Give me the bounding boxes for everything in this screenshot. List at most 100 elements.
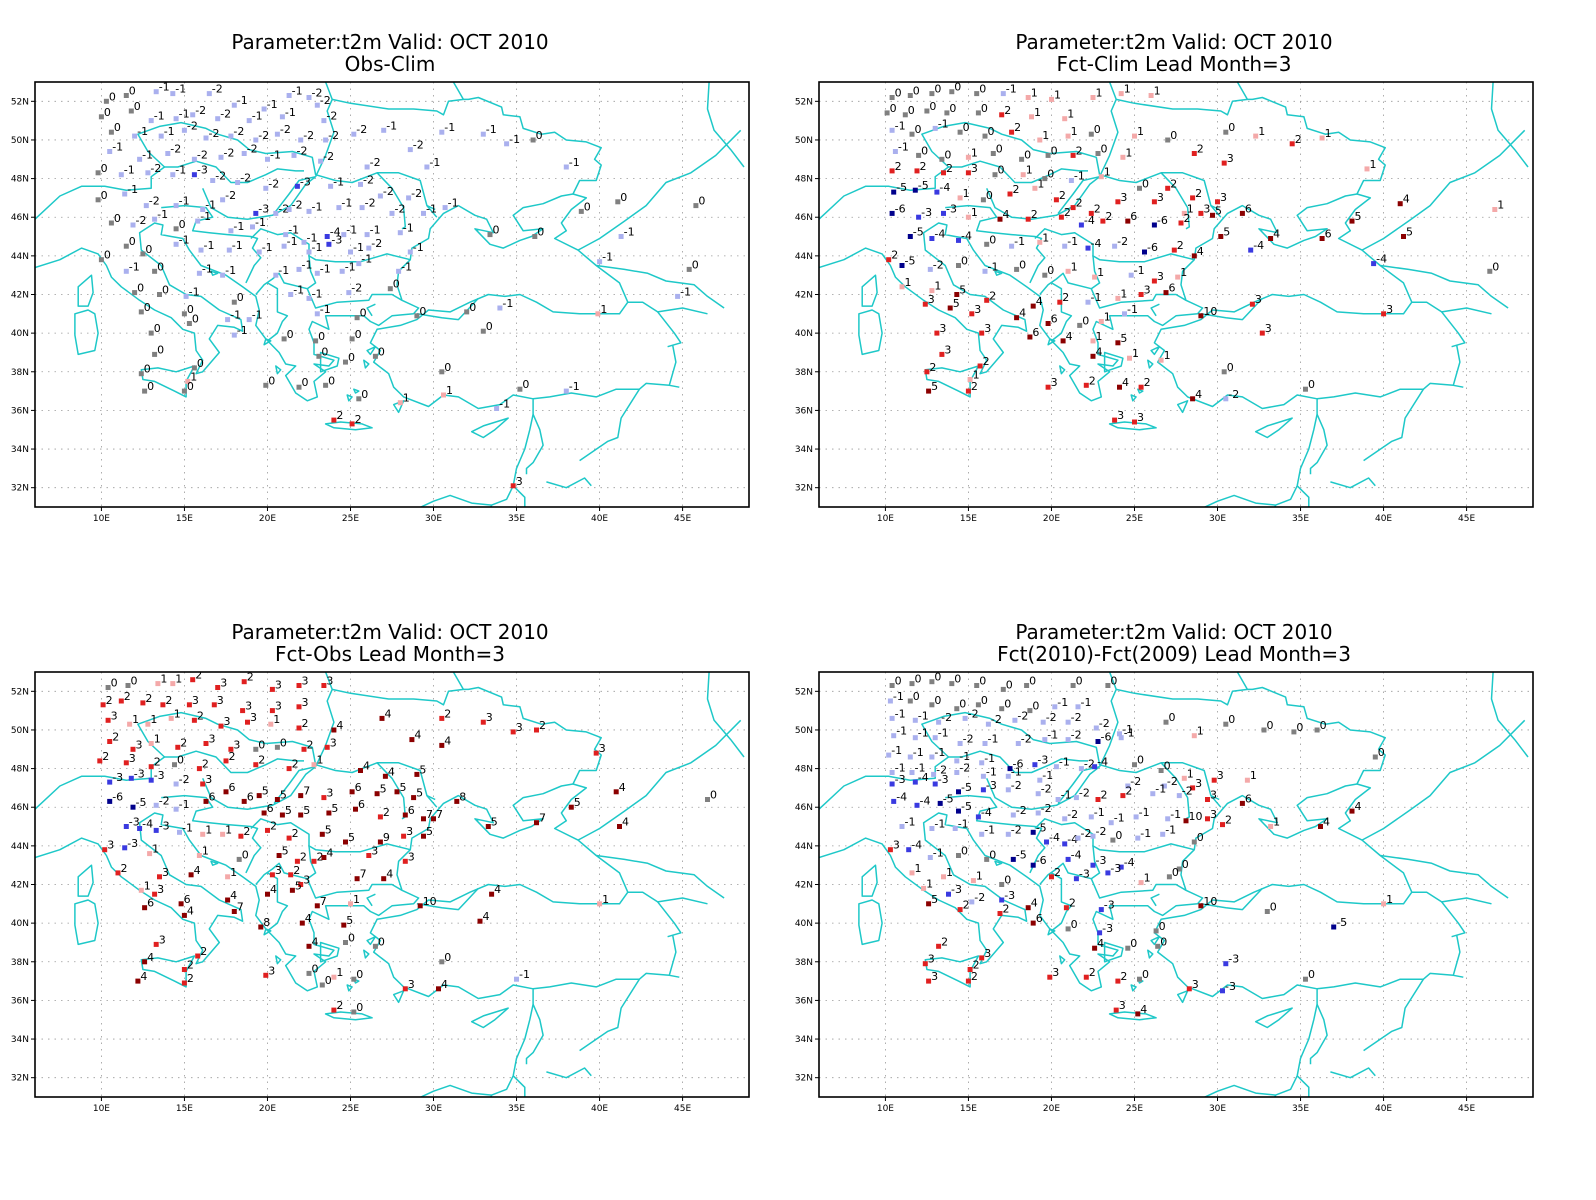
station-value: -2 [225, 189, 236, 202]
axis-labels: 10E 15E 20E 25E 30E 35E 40E 45E52N50N48N46N44N4… [11, 687, 692, 1114]
station-square [339, 268, 345, 274]
station-value: -1 [361, 253, 372, 266]
station-marker: 0 [1027, 700, 1039, 714]
station-value: -1 [137, 125, 148, 138]
station-value: -1 [569, 380, 580, 393]
station-marker: 10 [417, 895, 437, 909]
station-square [231, 332, 237, 338]
station-value: -4 [142, 818, 153, 831]
station-value: -1 [1139, 806, 1150, 819]
station-square [1057, 299, 1063, 305]
station-marker: -1 [153, 82, 170, 95]
station-value: -1 [1081, 696, 1092, 709]
station-value: -1 [230, 309, 241, 322]
station-value: 0 [584, 200, 591, 213]
station-marker: -3 [999, 889, 1015, 903]
station-value: -1 [509, 133, 520, 146]
station-square [286, 93, 292, 98]
station-square [215, 116, 221, 122]
coastline [376, 762, 407, 820]
station-square [181, 967, 187, 972]
station-square [140, 251, 146, 257]
station-value: -2 [320, 94, 331, 107]
station-marker: 2 [181, 959, 194, 972]
station-square [321, 683, 327, 688]
station-value: 3 [928, 953, 935, 966]
station-marker: -3 [1220, 980, 1236, 994]
station-value: 0 [944, 148, 951, 161]
station-square [514, 976, 519, 982]
station-marker: 4 [321, 847, 333, 860]
station-square [1244, 777, 1250, 783]
island-outline [1047, 338, 1056, 346]
station-value: 1 [1042, 231, 1049, 244]
station-square [480, 131, 486, 137]
station-square [1065, 926, 1071, 932]
station-square [1055, 797, 1061, 802]
station-square [190, 112, 196, 118]
station-square [568, 804, 574, 810]
station-square [190, 677, 196, 683]
station-marker: 0 [253, 738, 265, 752]
station-marker: 0 [132, 282, 144, 296]
station-marker: 2 [984, 289, 996, 303]
station-square [921, 885, 927, 891]
station-value: 1 [926, 877, 933, 890]
station-value: -2 [968, 707, 979, 720]
station-square [909, 870, 915, 876]
station-marker: -1 [891, 725, 907, 739]
station-marker: 1 [909, 862, 922, 876]
station-marker: -2 [235, 172, 251, 185]
station-square [181, 311, 187, 317]
station-marker: 3 [593, 742, 606, 756]
station-value: 1 [202, 845, 209, 858]
station-value: 1 [1096, 87, 1103, 100]
station-square [170, 91, 176, 97]
coastline [416, 887, 479, 911]
station-marker: 2 [301, 738, 314, 752]
station-value: -1 [302, 258, 313, 271]
station-square [1032, 185, 1038, 191]
station-square [1025, 95, 1031, 100]
station-square [980, 197, 986, 203]
station-square [1155, 943, 1161, 949]
station-value: 0 [961, 255, 968, 268]
station-marker: 2 [1165, 177, 1177, 191]
station-square [965, 154, 971, 160]
station-value: -1 [202, 262, 213, 275]
station-square [130, 746, 136, 752]
station-square [889, 127, 895, 133]
station-value: -3 [1004, 889, 1015, 902]
station-value: 2 [106, 694, 113, 707]
coastline [452, 672, 602, 785]
station-marker: -1 [220, 264, 236, 278]
station-marker: -2 [190, 104, 206, 118]
station-value: -4 [934, 228, 945, 241]
station-marker: 2 [997, 903, 1010, 916]
station-marker: 2 [1115, 970, 1127, 984]
station-value: -2 [195, 104, 206, 117]
station-value: -1 [124, 164, 135, 177]
station-marker: -1 [314, 262, 331, 276]
station-value: 0 [192, 313, 199, 326]
station-marker: -1 [1042, 729, 1058, 743]
station-marker: 0 [1070, 675, 1083, 688]
station-value: 1 [1034, 106, 1041, 119]
station-marker: -1 [980, 765, 997, 779]
station-square [170, 172, 176, 178]
island-outline [470, 1007, 509, 1029]
station-square [296, 704, 302, 710]
station-square [211, 702, 217, 708]
station-marker: 1 [331, 966, 343, 980]
coastline [1361, 719, 1526, 841]
station-square [130, 804, 136, 810]
station-value: 1 [602, 893, 609, 906]
coastline [1236, 672, 1386, 785]
station-square [1015, 741, 1021, 746]
station-value: 0 [998, 164, 1005, 177]
station-square [1165, 816, 1171, 822]
station-value: 2 [202, 758, 209, 771]
station-marker: 0 [1303, 378, 1315, 392]
station-value: -1 [1094, 806, 1105, 819]
station-marker: 1 [225, 866, 237, 880]
